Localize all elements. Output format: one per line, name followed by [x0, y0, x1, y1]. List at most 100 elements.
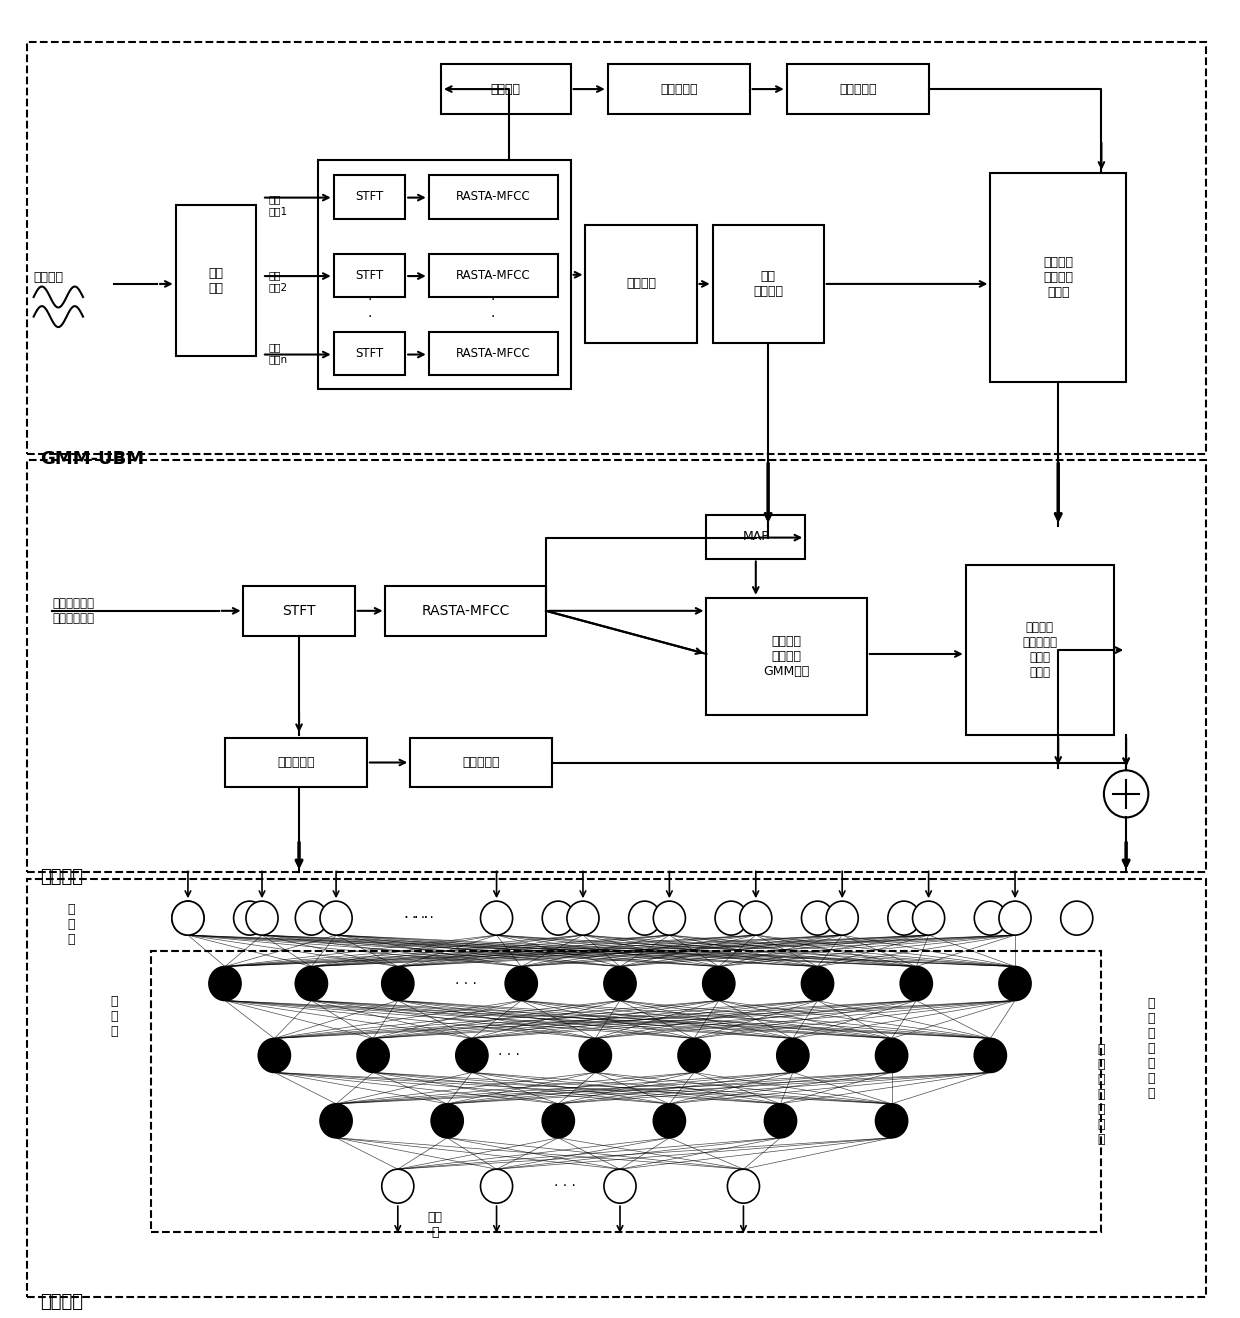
- FancyBboxPatch shape: [429, 175, 558, 219]
- Text: 特定移动
录音设备
GMM模型: 特定移动 录音设备 GMM模型: [764, 635, 810, 677]
- Text: 对数幅度谱: 对数幅度谱: [660, 83, 697, 96]
- Text: 纯净语音
平均对数
幅度谱: 纯净语音 平均对数 幅度谱: [1043, 256, 1074, 299]
- Text: RASTA-MFCC: RASTA-MFCC: [456, 348, 531, 360]
- FancyBboxPatch shape: [176, 206, 255, 356]
- FancyBboxPatch shape: [585, 225, 697, 343]
- Circle shape: [320, 902, 352, 936]
- FancyBboxPatch shape: [608, 65, 750, 113]
- Circle shape: [604, 1169, 636, 1203]
- Text: 均值归一化: 均值归一化: [839, 83, 877, 96]
- Text: 特征融合: 特征融合: [491, 83, 521, 96]
- Circle shape: [320, 1103, 352, 1137]
- Text: RASTA-MFCC: RASTA-MFCC: [456, 191, 531, 203]
- Text: 堆
叠
自
编
码
网
络: 堆 叠 自 编 码 网 络: [1147, 998, 1154, 1101]
- Text: STFT: STFT: [356, 269, 383, 282]
- FancyBboxPatch shape: [966, 565, 1114, 735]
- Circle shape: [999, 902, 1032, 936]
- Circle shape: [295, 966, 327, 1000]
- Circle shape: [888, 902, 920, 936]
- Circle shape: [295, 902, 327, 936]
- Text: · · ·: · · ·: [498, 1048, 520, 1062]
- Text: · · ·: · · ·: [404, 911, 429, 925]
- Circle shape: [999, 966, 1032, 1000]
- FancyBboxPatch shape: [713, 225, 823, 343]
- Circle shape: [1060, 902, 1092, 936]
- Text: 纯净
语音n: 纯净 语音n: [268, 343, 288, 364]
- Circle shape: [875, 1039, 908, 1073]
- Text: 输
入
层: 输 入 层: [67, 903, 74, 946]
- Circle shape: [172, 902, 205, 936]
- Circle shape: [975, 902, 1007, 936]
- Text: 特定移动
录音设备平
均对数
幅度谱: 特定移动 录音设备平 均对数 幅度谱: [1022, 621, 1058, 679]
- Text: RASTA-MFCC: RASTA-MFCC: [422, 604, 510, 618]
- Circle shape: [604, 966, 636, 1000]
- Text: 特定移动录音
设备语音信号: 特定移动录音 设备语音信号: [52, 597, 94, 625]
- Text: 语音信号: 语音信号: [33, 272, 63, 283]
- Text: 对数幅度谱: 对数幅度谱: [278, 757, 315, 768]
- Circle shape: [382, 1169, 414, 1203]
- FancyBboxPatch shape: [429, 332, 558, 376]
- FancyBboxPatch shape: [334, 254, 405, 297]
- Circle shape: [172, 902, 205, 936]
- Text: MAP: MAP: [743, 530, 769, 543]
- FancyBboxPatch shape: [334, 332, 405, 376]
- Circle shape: [567, 902, 599, 936]
- FancyBboxPatch shape: [334, 175, 405, 219]
- Circle shape: [678, 1039, 711, 1073]
- Circle shape: [481, 1169, 512, 1203]
- Text: · · ·: · · ·: [553, 1114, 575, 1128]
- Text: 特征提取: 特征提取: [40, 869, 83, 887]
- Circle shape: [740, 902, 771, 936]
- Text: 均值归一化: 均值归一化: [463, 757, 500, 768]
- Circle shape: [579, 1039, 611, 1073]
- Circle shape: [456, 1039, 487, 1073]
- Circle shape: [900, 966, 932, 1000]
- Text: 纯净
语音1: 纯净 语音1: [268, 195, 288, 216]
- Text: · · ·: · · ·: [412, 911, 434, 925]
- Circle shape: [826, 902, 858, 936]
- FancyBboxPatch shape: [224, 738, 367, 787]
- Text: STFT: STFT: [356, 191, 383, 203]
- Circle shape: [913, 902, 945, 936]
- Text: 堆
叠
自
编
码
网
络: 堆 叠 自 编 码 网 络: [1097, 1043, 1105, 1147]
- FancyBboxPatch shape: [429, 254, 558, 297]
- FancyBboxPatch shape: [243, 587, 355, 635]
- Circle shape: [357, 1039, 389, 1073]
- Text: STFT: STFT: [356, 348, 383, 360]
- Circle shape: [382, 966, 414, 1000]
- Circle shape: [801, 902, 833, 936]
- Text: ·
·
·: · · ·: [491, 294, 495, 340]
- Circle shape: [258, 1039, 290, 1073]
- Circle shape: [233, 902, 265, 936]
- Circle shape: [505, 966, 537, 1000]
- FancyBboxPatch shape: [786, 65, 929, 113]
- Circle shape: [653, 1103, 686, 1137]
- Circle shape: [432, 1103, 464, 1137]
- Circle shape: [208, 966, 241, 1000]
- Circle shape: [975, 1039, 1007, 1073]
- Text: ·
·
·: · · ·: [367, 294, 372, 340]
- Text: · · ·: · · ·: [553, 1180, 575, 1193]
- Circle shape: [764, 1103, 796, 1137]
- Text: STFT: STFT: [283, 604, 316, 618]
- Text: · · ·: · · ·: [455, 977, 476, 991]
- FancyBboxPatch shape: [991, 173, 1126, 382]
- Circle shape: [728, 1169, 759, 1203]
- Circle shape: [542, 1103, 574, 1137]
- Text: 通用
背景模型: 通用 背景模型: [753, 270, 784, 298]
- Circle shape: [653, 902, 686, 936]
- FancyBboxPatch shape: [410, 738, 552, 787]
- FancyBboxPatch shape: [441, 65, 570, 113]
- Circle shape: [703, 966, 735, 1000]
- Circle shape: [875, 1103, 908, 1137]
- FancyBboxPatch shape: [707, 515, 805, 559]
- Text: GMM-UBM: GMM-UBM: [40, 449, 144, 468]
- Text: 分类判决: 分类判决: [40, 1293, 83, 1311]
- Text: 样本
筛选: 样本 筛选: [208, 266, 223, 295]
- FancyBboxPatch shape: [386, 587, 546, 635]
- Text: 隐
含
层: 隐 含 层: [110, 995, 118, 1037]
- Circle shape: [246, 902, 278, 936]
- FancyBboxPatch shape: [707, 598, 867, 716]
- Text: 特征融合: 特征融合: [626, 277, 656, 290]
- Circle shape: [629, 902, 661, 936]
